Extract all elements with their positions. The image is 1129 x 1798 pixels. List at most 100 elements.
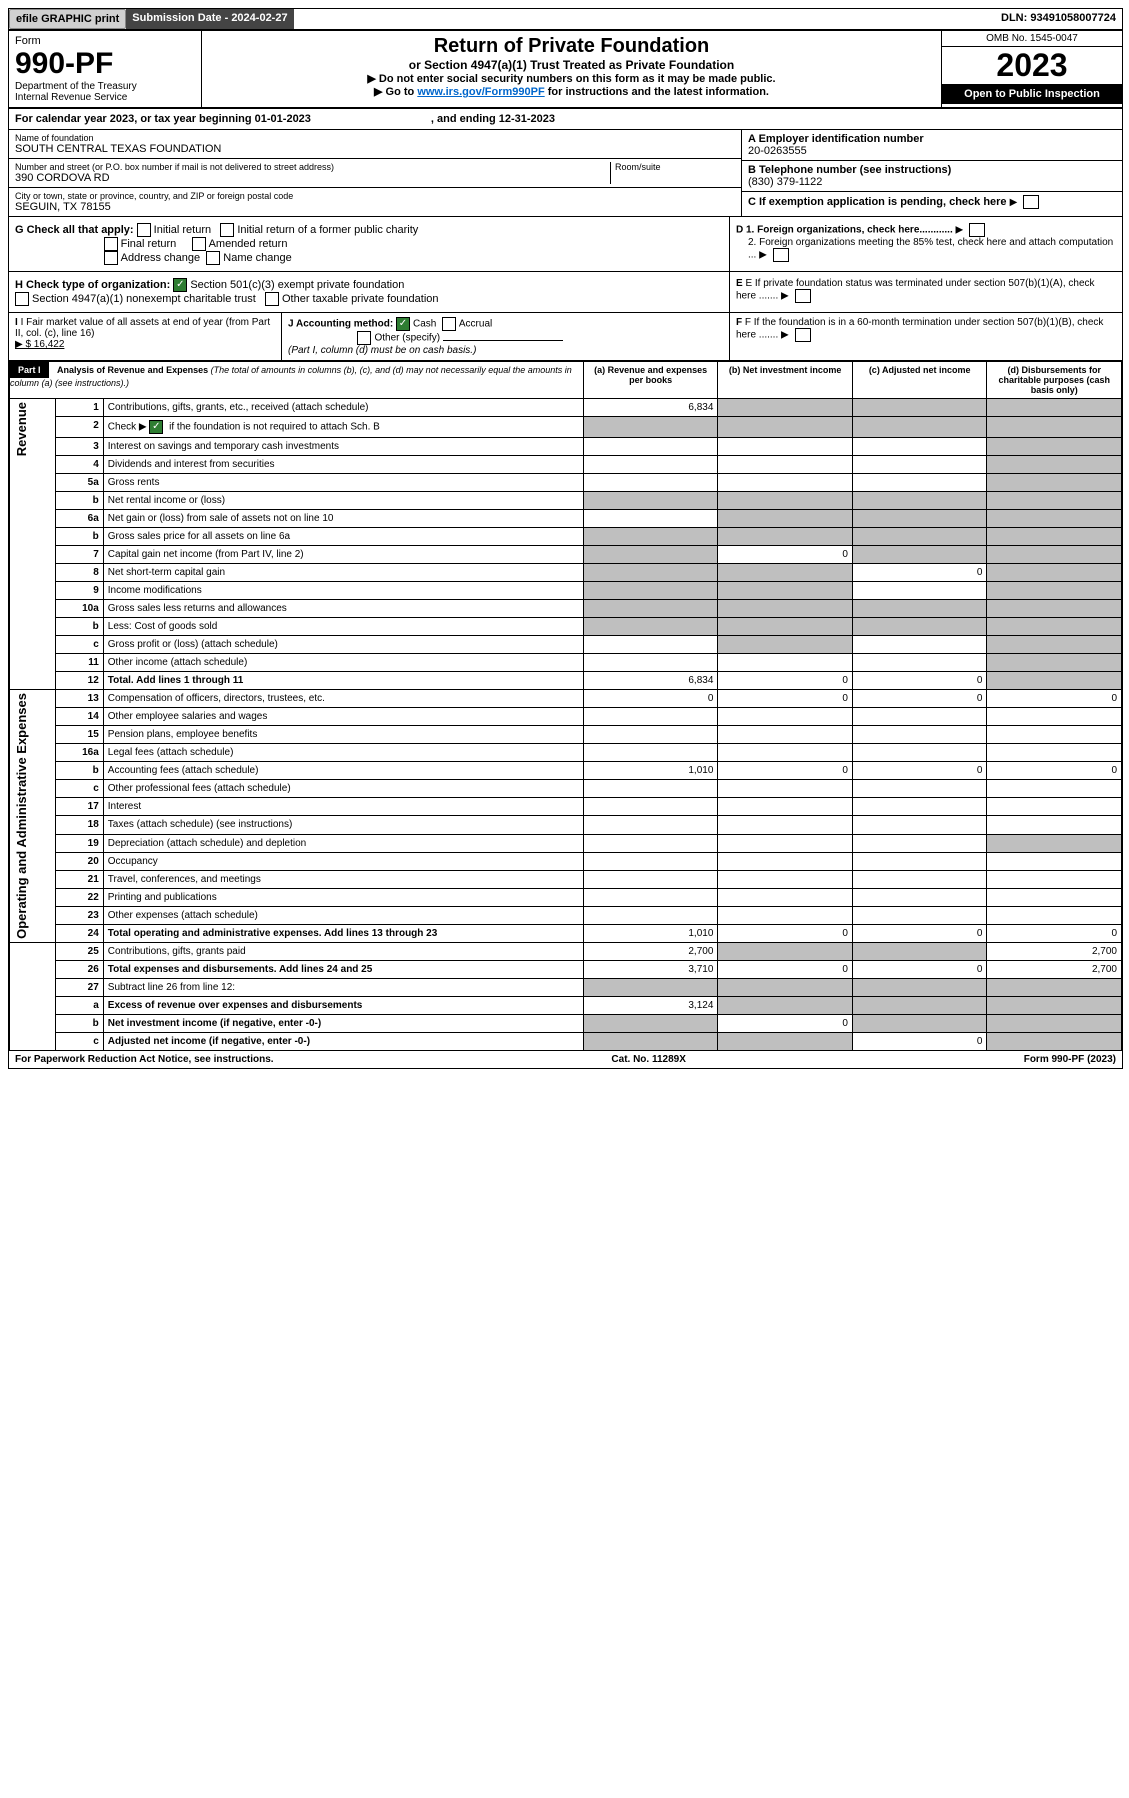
name-label: Name change — [223, 252, 292, 264]
line-desc: Compensation of officers, directors, tru… — [103, 690, 583, 708]
blank-side — [10, 942, 56, 1050]
val-c — [852, 744, 987, 762]
val-d — [987, 780, 1122, 798]
arrow-icon: ▶ — [956, 225, 964, 236]
arrow-icon: ▶ — [781, 291, 789, 302]
f-checkbox[interactable] — [795, 328, 811, 342]
accrual-checkbox[interactable] — [442, 317, 456, 331]
cash-checkbox[interactable] — [396, 317, 410, 331]
form-label: Form — [15, 35, 195, 47]
val-c — [852, 870, 987, 888]
table-row: 4Dividends and interest from securities — [10, 456, 1122, 474]
j-label: J Accounting method: — [288, 319, 393, 330]
table-row: 25Contributions, gifts, grants paid2,700… — [10, 942, 1122, 960]
final-checkbox[interactable] — [104, 237, 118, 251]
table-row: cGross profit or (loss) (attach schedule… — [10, 636, 1122, 654]
accrual-label: Accrual — [459, 319, 492, 330]
table-row: 5aGross rents — [10, 474, 1122, 492]
address-checkbox[interactable] — [104, 251, 118, 265]
val-c: 0 — [852, 762, 987, 780]
val-d — [987, 528, 1122, 546]
h-other-checkbox[interactable] — [265, 292, 279, 306]
h-4947-checkbox[interactable] — [15, 292, 29, 306]
line-num: 18 — [55, 816, 103, 834]
d2-checkbox[interactable] — [773, 248, 789, 262]
line-desc: Interest on savings and temporary cash i… — [103, 438, 583, 456]
val-b — [718, 1032, 853, 1050]
h-501c3-checkbox[interactable] — [173, 278, 187, 292]
val-a — [583, 528, 718, 546]
initial-label: Initial return — [154, 224, 211, 236]
initial-checkbox[interactable] — [137, 223, 151, 237]
line-num: 3 — [55, 438, 103, 456]
line-num: 22 — [55, 888, 103, 906]
schb-checkbox[interactable] — [149, 420, 163, 434]
e-checkbox[interactable] — [795, 289, 811, 303]
table-row: bLess: Cost of goods sold — [10, 618, 1122, 636]
val-c — [852, 996, 987, 1014]
table-row: 14Other employee salaries and wages — [10, 708, 1122, 726]
d-checks: D 1. Foreign organizations, check here..… — [729, 217, 1122, 271]
line-desc: Gross rents — [103, 474, 583, 492]
val-d: 2,700 — [987, 942, 1122, 960]
fmv-i: I I Fair market value of all assets at e… — [9, 313, 282, 360]
irs-link[interactable]: www.irs.gov/Form990PF — [417, 86, 544, 98]
j-note: (Part I, column (d) must be on cash basi… — [288, 345, 476, 356]
table-row: 23Other expenses (attach schedule) — [10, 906, 1122, 924]
val-c — [852, 399, 987, 417]
line-desc: Total operating and administrative expen… — [103, 924, 583, 942]
val-b — [718, 780, 853, 798]
val-c — [852, 798, 987, 816]
val-a — [583, 546, 718, 564]
val-a — [583, 456, 718, 474]
val-b — [718, 942, 853, 960]
line-desc: Other employee salaries and wages — [103, 708, 583, 726]
table-row: 27Subtract line 26 from line 12: — [10, 978, 1122, 996]
name-checkbox[interactable] — [206, 251, 220, 265]
val-d — [987, 1014, 1122, 1032]
line-desc: Capital gain net income (from Part IV, l… — [103, 546, 583, 564]
city-cell: City or town, state or province, country… — [9, 188, 741, 216]
table-row: 9Income modifications — [10, 582, 1122, 600]
val-a — [583, 564, 718, 582]
d1-checkbox[interactable] — [969, 223, 985, 237]
val-b — [718, 834, 853, 852]
h-501c3-label: Section 501(c)(3) exempt private foundat… — [190, 279, 404, 291]
line-desc: Other professional fees (attach schedule… — [103, 780, 583, 798]
table-row: 21Travel, conferences, and meetings — [10, 870, 1122, 888]
amended-checkbox[interactable] — [192, 237, 206, 251]
h-checks: H Check type of organization: Section 50… — [9, 272, 729, 312]
address-cell: Number and street (or P.O. box number if… — [9, 159, 741, 188]
val-d — [987, 906, 1122, 924]
table-row: 18Taxes (attach schedule) (see instructi… — [10, 816, 1122, 834]
check-section-g: G Check all that apply: Initial return I… — [9, 217, 1122, 272]
c-checkbox[interactable] — [1023, 195, 1039, 209]
val-c — [852, 708, 987, 726]
val-c — [852, 780, 987, 798]
val-d — [987, 438, 1122, 456]
val-a — [583, 726, 718, 744]
table-row: 8Net short-term capital gain0 — [10, 564, 1122, 582]
val-b — [718, 492, 853, 510]
val-a — [583, 417, 718, 438]
val-a — [583, 708, 718, 726]
val-b — [718, 744, 853, 762]
val-d: 2,700 — [987, 960, 1122, 978]
val-d — [987, 474, 1122, 492]
c-label: C If exemption application is pending, c… — [748, 196, 1007, 208]
line-desc: Net short-term capital gain — [103, 564, 583, 582]
line-desc: Contributions, gifts, grants, etc., rece… — [103, 399, 583, 417]
val-c — [852, 942, 987, 960]
val-a — [583, 618, 718, 636]
val-d — [987, 672, 1122, 690]
val-b — [718, 852, 853, 870]
initial-former-checkbox[interactable] — [220, 223, 234, 237]
other-checkbox[interactable] — [357, 331, 371, 345]
efile-button[interactable]: efile GRAPHIC print — [9, 9, 126, 29]
val-c — [852, 528, 987, 546]
val-c — [852, 726, 987, 744]
val-c — [852, 474, 987, 492]
addr-label: Number and street (or P.O. box number if… — [15, 162, 610, 172]
line-desc: Dividends and interest from securities — [103, 456, 583, 474]
instruction-1: ▶ Do not enter social security numbers o… — [206, 72, 937, 85]
